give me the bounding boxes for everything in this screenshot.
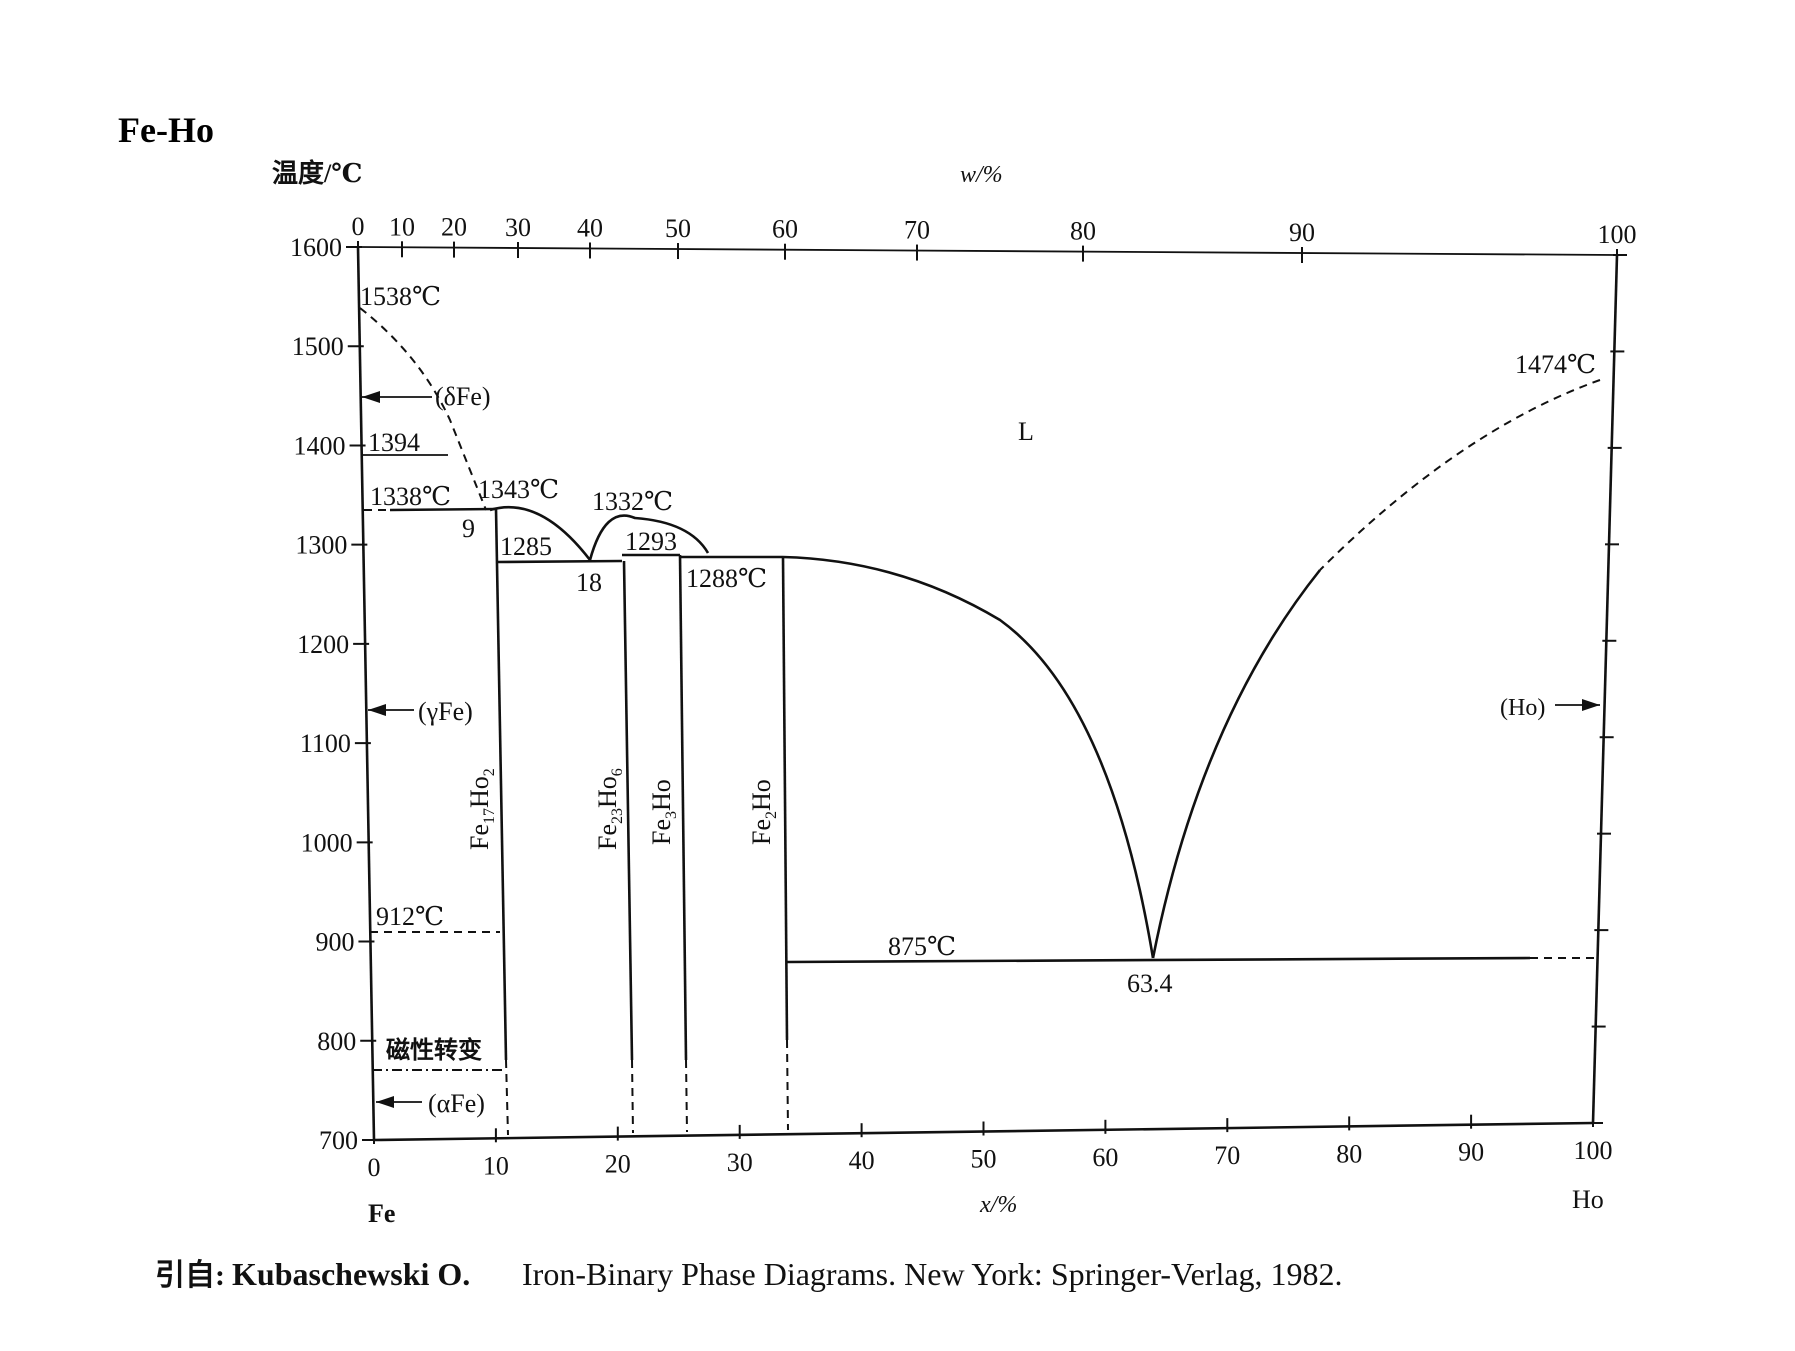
y-tick-label: 1500 — [292, 332, 344, 361]
compound-labels: Fe17Ho2 Fe23Ho6 Fe3Ho Fe2Ho — [465, 768, 780, 850]
source-citation: 引自: Kubaschewski O. Iron-Binary Phase Di… — [155, 1256, 1343, 1292]
bottom-axis-label: x/% — [979, 1192, 1017, 1218]
bottom-tick-label: 40 — [849, 1146, 875, 1175]
y-tick-label: 1400 — [294, 431, 346, 460]
bottom-tick-label: 60 — [1092, 1143, 1118, 1172]
top-tick-label: 30 — [505, 213, 531, 242]
right-element-label: Ho — [1572, 1185, 1604, 1214]
bottom-tick-label: 0 — [368, 1153, 381, 1182]
fe2ho-line — [781, 556, 789, 1041]
arrows — [362, 391, 1600, 1108]
label-875: 875℃ — [888, 932, 956, 961]
left-element-label: Fe — [368, 1199, 395, 1228]
source-author: Kubaschewski O. — [232, 1256, 470, 1292]
y-tick-label: 700 — [319, 1126, 358, 1155]
top-tick-label: 0 — [352, 212, 365, 241]
source-rest: Iron-Binary Phase Diagrams. New York: Sp… — [522, 1256, 1343, 1292]
y-tick-label: 800 — [317, 1027, 356, 1056]
bottom-tick-label: 80 — [1336, 1139, 1362, 1168]
fe2ho-liquidus — [782, 555, 1155, 959]
bottom-tick-label: 20 — [605, 1150, 631, 1179]
top-tick-label: 60 — [772, 215, 798, 244]
y-axis-label: 温度/℃ — [272, 158, 362, 188]
label-fe17ho2: Fe17Ho2 — [465, 768, 498, 850]
bottom-tick-label: 70 — [1214, 1141, 1240, 1170]
label-ho-phase: (Ho) — [1500, 695, 1545, 721]
label-liquid: L — [1018, 417, 1034, 446]
label-fe3ho: Fe3Ho — [647, 779, 680, 845]
label-1332: 1332℃ — [592, 487, 673, 516]
line-875 — [786, 956, 1531, 964]
top-tick-label: 20 — [441, 213, 467, 242]
fe17ho2-dome — [489, 505, 592, 561]
bottom-tick-label: 30 — [727, 1148, 753, 1177]
fe-liquidus — [359, 307, 487, 511]
right-axis — [1591, 254, 1619, 1124]
bottom-tick-label: 10 — [483, 1151, 509, 1180]
line-1285 — [495, 559, 623, 564]
top-tick-label: 80 — [1070, 217, 1096, 246]
y-tick-label: 1600 — [290, 233, 342, 262]
label-1343: 1343℃ — [478, 475, 559, 504]
annotations: 1538℃ (δFe) 1394 1338℃ 9 1343℃ 1285 18 1… — [360, 282, 1596, 1118]
top-tick-label: 90 — [1289, 218, 1315, 247]
phase-boundaries — [359, 307, 1601, 1136]
y-tick-label: 1000 — [301, 828, 353, 857]
bottom-tick-label: 90 — [1458, 1138, 1484, 1167]
plot-frame: 1600 1500 1400 1300 1200 1100 1000 900 800 700 0 1… — [290, 233, 1627, 1182]
y-tick-label: 1300 — [295, 531, 347, 560]
line-1338 — [389, 507, 497, 512]
label-1285: 1285 — [500, 532, 552, 561]
label-gamma-fe: (γFe) — [418, 697, 473, 726]
top-tick-label: 100 — [1598, 220, 1637, 249]
top-tick-label: 40 — [577, 213, 603, 242]
label-alpha-fe: (αFe) — [428, 1089, 485, 1118]
fe17ho2-line — [494, 508, 508, 1061]
top-tick-label: 10 — [389, 212, 415, 241]
bottom-tick-label: 100 — [1574, 1136, 1613, 1165]
label-912: 912℃ — [376, 902, 444, 931]
source-prefix: 引自: — [155, 1259, 225, 1292]
label-fe23ho6: Fe23Ho6 — [593, 768, 626, 850]
label-delta-fe: (δFe) — [435, 382, 491, 411]
y-tick-label: 1200 — [297, 630, 349, 659]
top-tick-label: 70 — [904, 216, 930, 245]
arrow-gamma-fe — [368, 704, 386, 716]
ho-liquidus — [1151, 569, 1322, 959]
ho-liquidus-dashed — [1319, 379, 1601, 571]
label-1288: 1288℃ — [686, 564, 767, 593]
fe23ho6-line — [622, 560, 634, 1061]
left-axis — [356, 246, 376, 1141]
label-1293: 1293 — [625, 527, 677, 556]
label-1474: 1474℃ — [1515, 350, 1596, 379]
label-fe2ho: Fe2Ho — [747, 779, 780, 845]
arrow-ho — [1582, 699, 1600, 711]
arrow-delta-fe — [362, 391, 380, 403]
fe23ho6-dome — [588, 514, 710, 561]
bottom-tick-label: 50 — [971, 1145, 997, 1174]
fe3ho-line — [678, 554, 688, 1061]
top-axis: 0 10 20 30 40 50 60 70 80 90 100 — [352, 212, 1637, 265]
label-1538: 1538℃ — [360, 282, 441, 311]
y-tick-label: 1100 — [300, 729, 351, 758]
label-63-4: 63.4 — [1127, 969, 1173, 998]
y-tick-label: 900 — [315, 928, 354, 957]
label-18: 18 — [576, 568, 602, 597]
top-axis-label: w/% — [960, 162, 1003, 188]
label-magnetic: 磁性转变 — [386, 1036, 482, 1064]
label-9: 9 — [462, 514, 475, 543]
arrow-alpha-fe — [376, 1096, 394, 1108]
diagram-title: Fe-Ho — [118, 110, 214, 150]
label-1338: 1338℃ — [370, 482, 451, 511]
top-tick-label: 50 — [665, 214, 691, 243]
label-1394: 1394 — [368, 428, 420, 457]
